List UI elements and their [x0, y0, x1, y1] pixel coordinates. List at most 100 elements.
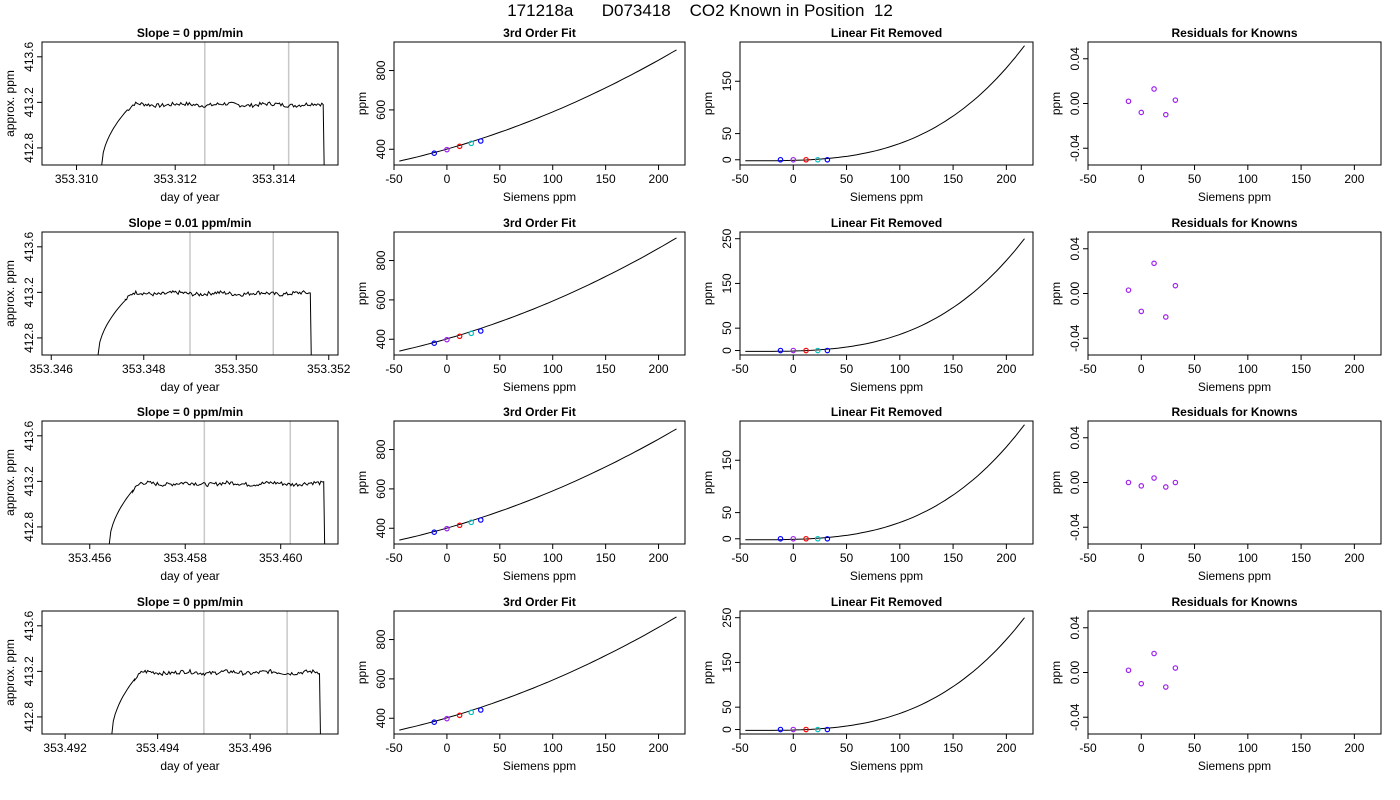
- fit-curve: [745, 424, 1025, 541]
- plot-area: [745, 238, 1025, 354]
- x-tick-label: 0: [444, 741, 451, 755]
- plot-frame: [1087, 231, 1382, 356]
- y-tick-label: 413.2: [22, 277, 36, 307]
- x-axis-label: Siemens ppm: [1198, 190, 1271, 204]
- x-tick-label: 100: [890, 741, 910, 755]
- x-tick-label: 100: [890, 551, 910, 565]
- x-tick-label: 150: [1291, 741, 1311, 755]
- fit-curve: [399, 428, 677, 541]
- x-tick-label: 150: [1291, 172, 1311, 186]
- y-tick-label: -0.04: [1068, 513, 1082, 541]
- data-point: [1151, 475, 1157, 481]
- x-tick-label: 150: [943, 551, 963, 565]
- y-axis-label: approx. ppm: [3, 639, 17, 706]
- data-point: [1162, 684, 1169, 690]
- plot-area: [108, 421, 326, 544]
- x-tick-label: 50: [1188, 362, 1202, 376]
- data-point: [477, 328, 484, 334]
- x-tick-label: 50: [493, 172, 507, 186]
- data-point: [1125, 98, 1132, 105]
- plot-area: [399, 616, 677, 731]
- panel-title: 3rd Order Fit: [503, 405, 576, 419]
- y-tick-label: 413.6: [22, 231, 36, 261]
- y-tick-label: 250: [720, 228, 734, 248]
- y-tick-label: 412.8: [22, 512, 36, 542]
- data-point: [1125, 667, 1132, 674]
- data-point: [431, 340, 438, 346]
- y-axis-label: approx. ppm: [3, 260, 17, 327]
- y-tick-label: 0.00: [1068, 281, 1082, 305]
- plot-area: [1125, 260, 1179, 320]
- x-tick-label: 100: [1238, 741, 1258, 755]
- y-tick-label: 250: [720, 607, 734, 627]
- y-tick-label: 0.04: [1068, 616, 1082, 640]
- plot-area: [1125, 475, 1179, 490]
- panel-title: 3rd Order Fit: [503, 595, 576, 609]
- x-tick-label: 0: [444, 362, 451, 376]
- x-tick-label: 0: [1138, 741, 1145, 755]
- y-axis-label: ppm: [701, 282, 715, 305]
- data-point: [803, 726, 809, 733]
- y-tick-label: 0: [720, 726, 734, 733]
- y-tick-label: 0.04: [1068, 426, 1082, 450]
- fit-curve: [399, 237, 677, 352]
- x-tick-label: 353.352: [307, 362, 351, 376]
- panel-r3-c3: Linear Fit Removed -50 0 50 100 150 200 0 50 150 S…: [701, 405, 1034, 583]
- y-tick-label: 400: [374, 708, 388, 728]
- data-point: [1162, 111, 1169, 118]
- data-point: [444, 525, 450, 532]
- panel-title: Linear Fit Removed: [831, 26, 942, 40]
- data-point: [790, 726, 797, 733]
- data-point: [477, 707, 484, 713]
- fit-curve: [745, 45, 1025, 162]
- plot-area: [745, 45, 1025, 163]
- plot-frame: [739, 231, 1034, 356]
- plot-frame: [739, 610, 1034, 735]
- y-axis-label: ppm: [701, 661, 715, 684]
- x-tick-label: 0: [790, 172, 797, 186]
- x-tick-label: 0: [444, 172, 451, 186]
- data-point: [1138, 483, 1145, 489]
- y-tick-label: 800: [374, 629, 388, 649]
- y-tick-label: 150: [720, 71, 734, 91]
- x-tick-label: 100: [890, 362, 910, 376]
- data-point: [431, 529, 438, 535]
- panel-title: Slope = 0.01 ppm/min: [128, 216, 251, 230]
- panel-title: Slope = 0 ppm/min: [137, 595, 243, 609]
- data-point: [477, 517, 484, 523]
- data-point: [477, 138, 484, 144]
- data-point: [803, 535, 809, 542]
- y-tick-label: 50: [720, 321, 734, 335]
- y-tick-label: 0: [720, 535, 734, 542]
- y-tick-label: 150: [720, 450, 734, 470]
- panel-r2-c2: 3rd Order Fit -50 0 50 100 150 200 400 600 800 Sie…: [355, 216, 686, 394]
- y-tick-label: 400: [374, 329, 388, 349]
- y-axis-label: ppm: [355, 471, 369, 494]
- panel-r1-c4: Residuals for Knowns -50 0 50 100 150 200 -0.04…: [1049, 26, 1382, 204]
- panel-title: 3rd Order Fit: [503, 216, 576, 230]
- data-point: [777, 156, 784, 163]
- x-tick-label: 353.494: [136, 741, 180, 755]
- concentration-trace: [101, 101, 325, 165]
- x-axis-label: Siemens ppm: [503, 759, 576, 773]
- plot-frame: [739, 41, 1034, 166]
- x-tick-label: 100: [1238, 551, 1258, 565]
- data-point: [803, 347, 809, 354]
- data-point: [790, 156, 797, 163]
- data-point: [1172, 479, 1179, 486]
- x-tick-label: 200: [1344, 551, 1364, 565]
- x-tick-label: -50: [1079, 172, 1097, 186]
- plot-area: [101, 42, 325, 165]
- x-tick-label: 100: [1238, 362, 1258, 376]
- x-tick-label: 0: [1138, 362, 1145, 376]
- panel-title: Residuals for Knowns: [1171, 405, 1297, 419]
- x-tick-label: 200: [996, 551, 1016, 565]
- plot-area: [399, 237, 677, 352]
- x-axis-label: Siemens ppm: [1198, 569, 1271, 583]
- x-tick-label: 150: [1291, 551, 1311, 565]
- panel-r1-c2: 3rd Order Fit -50 0 50 100 150 200 400 600 800 Sie…: [355, 26, 686, 204]
- data-point: [824, 726, 831, 733]
- x-tick-label: 100: [543, 741, 563, 755]
- panel-r3-c2: 3rd Order Fit -50 0 50 100 150 200 400 600 800 Sie…: [355, 405, 686, 583]
